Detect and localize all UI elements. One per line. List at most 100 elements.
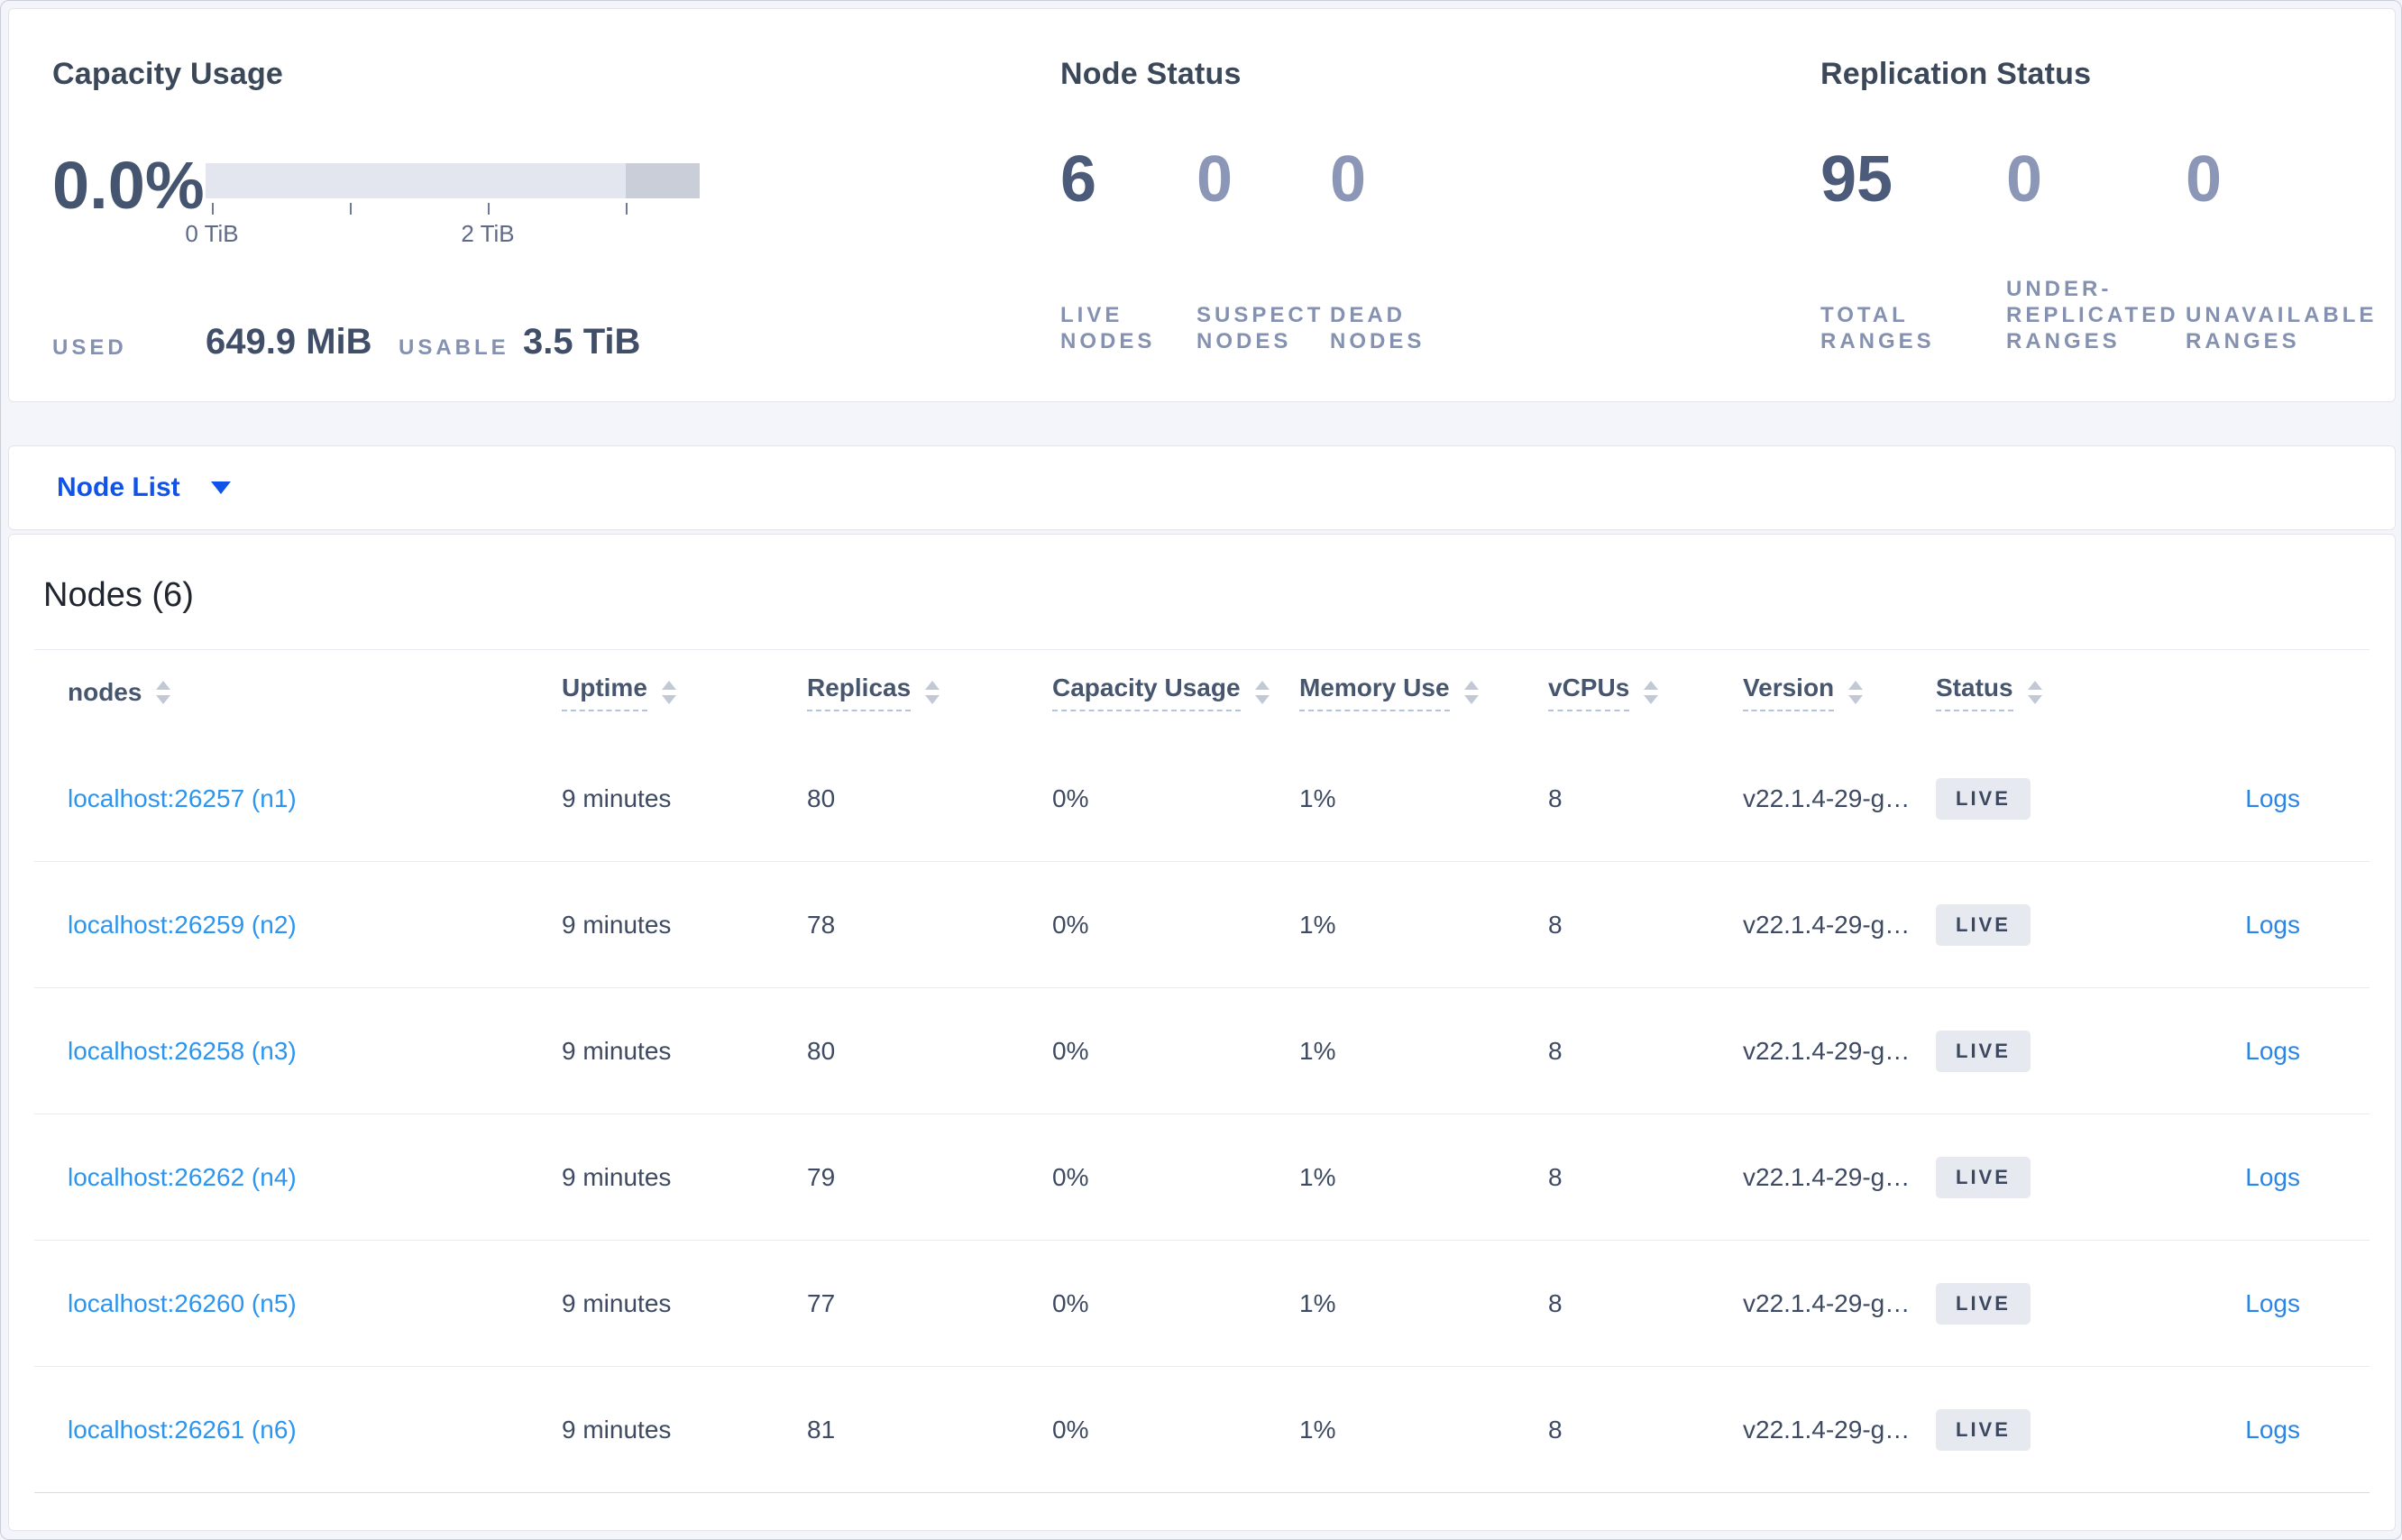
capacity-axis-tick-label: 0 TiB	[185, 220, 239, 247]
live-nodes-label: LIVE NODES	[1060, 303, 1156, 353]
node-address-link[interactable]: localhost:26259 (n2)	[68, 911, 297, 939]
column-header-label: Status	[1936, 674, 2013, 711]
version-cell: v22.1.4-29-g…	[1743, 784, 1911, 812]
column-header-memory[interactable]: Memory Use	[1299, 674, 1479, 711]
row-divider	[34, 1492, 2370, 1493]
capacity-usable-label: USABLE	[399, 335, 509, 360]
suspect-nodes-count: 0	[1196, 143, 1233, 215]
status-badge: LIVE	[1936, 1157, 2031, 1198]
table-row: localhost:26259 (n2) 9 minutes 78 0% 1% …	[9, 862, 2395, 988]
capacity-usage-cell: 0%	[1052, 911, 1089, 939]
nodes-table-header-row: nodes Uptime Replicas Capacity Usage Memory …	[9, 649, 2395, 736]
node-address-link[interactable]: localhost:26262 (n4)	[68, 1163, 297, 1191]
sort-arrows-icon	[1463, 681, 1479, 704]
sort-arrows-icon	[925, 681, 940, 704]
capacity-usage-cell: 0%	[1052, 1037, 1089, 1065]
table-row: localhost:26262 (n4) 9 minutes 79 0% 1% …	[9, 1114, 2395, 1241]
logs-link[interactable]: Logs	[2245, 911, 2300, 939]
replicas-cell: 79	[807, 1163, 836, 1191]
cluster-overview-panel: Capacity Usage 0.0% 0 TiB 2 TiB USED 649…	[8, 8, 2396, 402]
replicas-cell: 80	[807, 1037, 836, 1065]
logs-link[interactable]: Logs	[2245, 1416, 2300, 1444]
capacity-usage-bar	[206, 163, 700, 198]
under-replicated-ranges-label: UNDER-REPLICATED RANGES	[2006, 277, 2179, 353]
uptime-cell: 9 minutes	[562, 911, 672, 939]
capacity-percent-value: 0.0%	[52, 148, 205, 223]
uptime-cell: 9 minutes	[562, 1416, 672, 1444]
column-header-label: Capacity Usage	[1052, 674, 1241, 711]
memory-use-cell: 1%	[1299, 1416, 1336, 1444]
replication-status-title: Replication Status	[1820, 57, 2092, 91]
vcpus-cell: 8	[1548, 1416, 1563, 1444]
column-header-vcpus[interactable]: vCPUs	[1548, 674, 1659, 711]
table-row: localhost:26261 (n6) 9 minutes 81 0% 1% …	[9, 1367, 2395, 1493]
dead-nodes-count: 0	[1330, 143, 1367, 215]
memory-use-cell: 1%	[1299, 1037, 1336, 1065]
sort-arrows-icon	[1644, 681, 1659, 704]
column-header-replicas[interactable]: Replicas	[807, 674, 940, 711]
capacity-usage-cell: 0%	[1052, 784, 1089, 812]
capacity-axis-tick	[212, 203, 214, 215]
node-address-link[interactable]: localhost:26261 (n6)	[68, 1416, 297, 1444]
column-header-label: Memory Use	[1299, 674, 1450, 711]
column-header-label: Uptime	[562, 674, 647, 711]
capacity-axis-tick	[626, 203, 628, 215]
column-header-label: vCPUs	[1548, 674, 1630, 711]
uptime-cell: 9 minutes	[562, 1037, 672, 1065]
replicas-cell: 77	[807, 1289, 836, 1317]
table-row: localhost:26260 (n5) 9 minutes 77 0% 1% …	[9, 1241, 2395, 1367]
capacity-usage-bar-segment	[626, 163, 700, 198]
chevron-down-icon	[210, 481, 231, 494]
row-divider	[34, 1240, 2370, 1241]
row-divider	[34, 987, 2370, 988]
suspect-nodes-label: SUSPECT NODES	[1196, 303, 1325, 353]
capacity-used-label: USED	[52, 335, 127, 360]
sort-arrows-icon	[2027, 681, 2042, 704]
table-row: localhost:26257 (n1) 9 minutes 80 0% 1% …	[9, 736, 2395, 862]
vcpus-cell: 8	[1548, 911, 1563, 939]
replicas-cell: 81	[807, 1416, 836, 1444]
column-header-label: Replicas	[807, 674, 912, 711]
memory-use-cell: 1%	[1299, 784, 1336, 812]
node-address-link[interactable]: localhost:26260 (n5)	[68, 1289, 297, 1317]
column-header-uptime[interactable]: Uptime	[562, 674, 676, 711]
logs-link[interactable]: Logs	[2245, 784, 2300, 812]
sort-arrows-icon	[1848, 681, 1864, 704]
status-badge: LIVE	[1936, 778, 2031, 820]
node-address-link[interactable]: localhost:26258 (n3)	[68, 1037, 297, 1065]
logs-link[interactable]: Logs	[2245, 1163, 2300, 1191]
column-header-status[interactable]: Status	[1936, 674, 2042, 711]
node-address-link[interactable]: localhost:26257 (n1)	[68, 784, 297, 812]
capacity-axis-tick-label: 2 TiB	[461, 220, 515, 247]
live-nodes-count: 6	[1060, 143, 1097, 215]
total-ranges-label: TOTAL RANGES	[1820, 303, 1935, 353]
capacity-usage-title: Capacity Usage	[52, 57, 284, 91]
memory-use-cell: 1%	[1299, 911, 1336, 939]
total-ranges-count: 95	[1820, 143, 1893, 215]
under-replicated-ranges-count: 0	[2006, 143, 2043, 215]
column-header-version[interactable]: Version	[1743, 674, 1864, 711]
logs-link[interactable]: Logs	[2245, 1289, 2300, 1317]
capacity-usable-value: 3.5 TiB	[523, 322, 641, 362]
column-header-label: nodes	[68, 678, 142, 706]
capacity-axis-tick	[488, 203, 490, 215]
status-badge: LIVE	[1936, 1283, 2031, 1325]
dead-nodes-label: DEAD NODES	[1330, 303, 1426, 353]
column-header-capacity[interactable]: Capacity Usage	[1052, 674, 1270, 711]
vcpus-cell: 8	[1548, 1037, 1563, 1065]
sort-arrows-icon	[156, 681, 171, 704]
replicas-cell: 78	[807, 911, 836, 939]
uptime-cell: 9 minutes	[562, 784, 672, 812]
node-list-dropdown[interactable]: Node List	[57, 472, 231, 503]
unavailable-ranges-count: 0	[2186, 143, 2223, 215]
column-header-node[interactable]: nodes	[68, 678, 171, 707]
version-cell: v22.1.4-29-g…	[1743, 1416, 1911, 1444]
row-divider	[34, 861, 2370, 862]
column-header-label: Version	[1743, 674, 1835, 711]
logs-link[interactable]: Logs	[2245, 1037, 2300, 1065]
version-cell: v22.1.4-29-g…	[1743, 1037, 1911, 1065]
capacity-axis-tick	[350, 203, 352, 215]
divider	[34, 649, 2370, 650]
row-divider	[34, 1366, 2370, 1367]
version-cell: v22.1.4-29-g…	[1743, 911, 1911, 939]
